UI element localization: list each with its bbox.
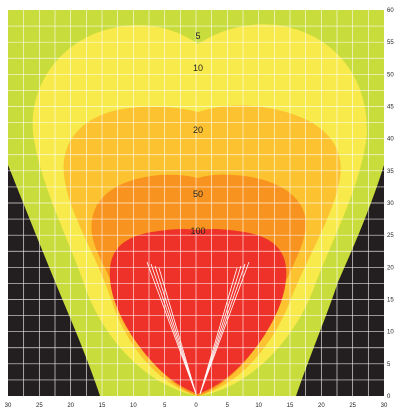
y-tick-label: 30: [387, 201, 394, 207]
y-tick-label: 25: [387, 233, 394, 239]
grid: [8, 10, 384, 396]
x-tick-label: 10: [130, 403, 137, 409]
x-tick-label: 5: [226, 403, 230, 409]
y-tick-label: 55: [387, 40, 394, 46]
y-tick-label: 50: [387, 72, 394, 78]
y-tick-label: 5: [387, 362, 391, 368]
beam-line: [199, 265, 242, 395]
y-tick-label: 0: [387, 394, 391, 400]
y-tick-label: 20: [387, 265, 394, 271]
y-tick-label: 35: [387, 169, 394, 175]
x-tick-label: 15: [99, 403, 106, 409]
zone-label-5: 5: [195, 31, 200, 41]
y-tick-label: 15: [387, 298, 394, 304]
zone-100-area: [109, 228, 287, 394]
x-tick-label: 30: [5, 403, 12, 409]
x-tick-label: 25: [349, 403, 356, 409]
y-axis-ticks: 0 5 10 15 20 25 30 35 40 45 50 55 60: [387, 8, 394, 400]
y-tick-label: 40: [387, 137, 394, 143]
beam-line: [158, 267, 197, 395]
beam-line: [199, 261, 250, 395]
x-tick-label: 20: [318, 403, 325, 409]
y-tick-label: 60: [387, 8, 394, 14]
x-tick-label: 25: [36, 403, 43, 409]
zone-label-50: 50: [193, 189, 203, 199]
zone-label-10: 10: [193, 63, 203, 73]
beam-line: [150, 263, 197, 395]
x-tick-label: 10: [255, 403, 262, 409]
zone-label-20: 20: [193, 125, 203, 135]
beam-lines: [146, 261, 250, 395]
y-tick-label: 10: [387, 330, 394, 336]
beam-line: [199, 267, 238, 395]
x-tick-label: 20: [67, 403, 74, 409]
beam-line: [154, 265, 197, 395]
x-tick-label: 5: [163, 403, 167, 409]
x-tick-label: 30: [381, 403, 388, 409]
x-tick-label: 0: [194, 403, 198, 409]
y-tick-label: 45: [387, 105, 394, 111]
zone-label-100: 100: [190, 226, 205, 236]
beam-line: [199, 263, 246, 395]
beam-line: [146, 261, 197, 395]
x-tick-label: 15: [287, 403, 294, 409]
x-axis-ticks: 30 25 20 15 10 5 0 5 10 15 20 25 30: [5, 403, 388, 409]
